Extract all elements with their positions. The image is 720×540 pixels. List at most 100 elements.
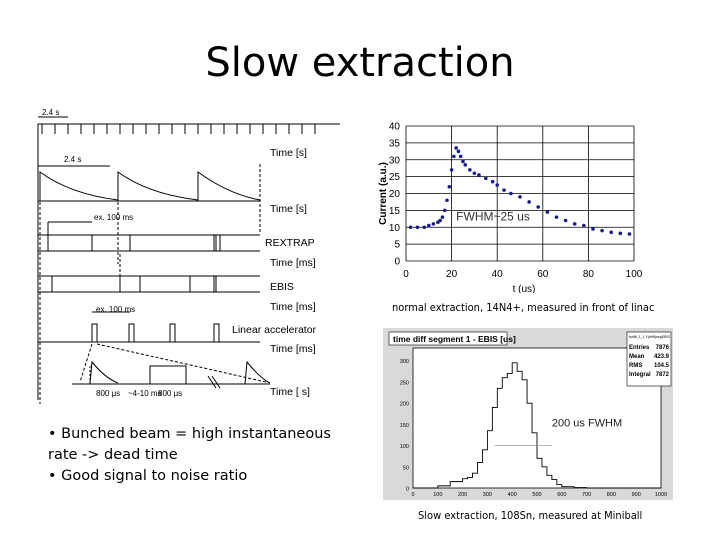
y-tick-label: 5 xyxy=(394,240,400,251)
data-point xyxy=(572,222,577,226)
row-label-7: Linear accelerator xyxy=(232,324,317,336)
data-point xyxy=(627,232,632,236)
ex-label-1: ex. 100 ms xyxy=(94,213,133,222)
stats-value: 104.5 xyxy=(654,363,670,369)
data-point xyxy=(415,225,420,230)
period-label-top: 2.4 s xyxy=(42,108,59,117)
data-point xyxy=(454,146,458,150)
x-tick-label: 300 xyxy=(483,492,492,498)
data-point xyxy=(545,210,550,214)
y-tick-label: 0 xyxy=(394,257,400,268)
row-label-3: REXTRAP xyxy=(265,237,315,249)
y-tick-label: 100 xyxy=(400,444,409,450)
x-tick-label: 400 xyxy=(508,492,517,498)
row-label-4: Time [ms] xyxy=(270,257,316,269)
bullet-item-1: • Bunched beam = high instantaneous rate… xyxy=(48,426,331,463)
caption-slow-extraction: Slow extraction, 108Sn, measured at Mini… xyxy=(418,509,643,522)
data-point xyxy=(495,183,499,187)
data-point xyxy=(477,173,481,177)
data-point xyxy=(490,179,495,184)
y-tick-label: 15 xyxy=(389,206,401,217)
data-point xyxy=(536,205,541,209)
slide-title: Slow extraction xyxy=(205,40,515,86)
data-point xyxy=(442,208,447,213)
x-tick-label: 100 xyxy=(433,492,442,498)
data-point xyxy=(463,163,468,167)
stats-value: 7872 xyxy=(656,372,670,378)
y-tick-label: 30 xyxy=(389,155,401,166)
y-tick-label: 40 xyxy=(389,122,401,133)
x-tick-label: 100 xyxy=(626,269,643,280)
x-tick-label: 1000 xyxy=(655,492,667,498)
y-axis-label: Current (a.u.) xyxy=(378,162,389,225)
x-tick-label: 700 xyxy=(582,492,591,498)
data-point xyxy=(518,195,522,199)
ex-label-2: ex. 100 ms xyxy=(96,305,135,314)
row-label-9: Time [ s] xyxy=(270,386,310,398)
timing-diagram: 2.4 s 2.4 s ex. 100 ms ex. 100 ms 800 µs… xyxy=(37,108,340,404)
y-tick-label: 150 xyxy=(400,423,409,429)
data-point xyxy=(452,154,456,159)
x-tick-label: 200 xyxy=(458,492,467,498)
data-point xyxy=(468,168,472,172)
data-point xyxy=(461,159,465,164)
stats-key: Entries xyxy=(629,345,650,351)
data-point xyxy=(445,198,449,203)
data-point xyxy=(563,218,568,223)
y-tick-label: 20 xyxy=(389,189,401,200)
chart-slow-extraction-histogram: time diff segment 1 - EBIS [us] 0 50 100 150… xyxy=(383,328,673,500)
y-tick-label: 0 xyxy=(406,487,409,493)
data-point xyxy=(582,223,586,228)
y-tick-label: 250 xyxy=(400,380,409,386)
data-point xyxy=(484,176,488,181)
stats-box xyxy=(626,331,672,387)
bottom-label-1: 800 µs xyxy=(96,389,120,398)
x-tick-label: 900 xyxy=(632,492,641,498)
stats-name: tsdiff_1_1 Y(tdiff)segEBIS xyxy=(629,335,671,339)
data-point xyxy=(618,231,623,236)
row-label-1: Time [s] xyxy=(270,147,307,159)
x-tick-label: 0 xyxy=(411,492,414,498)
fwhm-annotation: 200 us FWHM xyxy=(552,417,622,429)
bullet-item-2: • Good signal to noise ratio xyxy=(48,468,248,484)
y-tick-label: 300 xyxy=(400,359,409,365)
x-tick-label: 20 xyxy=(446,269,458,280)
data-point xyxy=(427,223,431,228)
x-tick-label: 60 xyxy=(537,269,549,280)
x-axis-label: t (us) xyxy=(513,284,536,293)
data-point xyxy=(527,200,531,204)
y-tick-label: 50 xyxy=(403,465,409,471)
row-label-2: Time [s] xyxy=(270,203,307,215)
x-tick-label: 80 xyxy=(583,269,595,280)
y-tick-label: 25 xyxy=(389,172,401,183)
data-point xyxy=(447,184,452,189)
data-point xyxy=(600,228,604,233)
data-point xyxy=(422,225,427,230)
data-point xyxy=(502,188,506,192)
row-label-6: Time [ms] xyxy=(270,301,316,313)
x-tick-label: 40 xyxy=(492,269,504,280)
data-point xyxy=(408,225,413,230)
stats-key: RMS xyxy=(629,363,642,369)
data-point xyxy=(438,218,442,223)
x-tick-label: 600 xyxy=(557,492,566,498)
row-label-8: Time [ms] xyxy=(270,343,316,355)
caption-normal-extraction: normal extraction, 14N4+, measured in fr… xyxy=(392,301,655,314)
plot-area xyxy=(412,347,662,489)
data-point xyxy=(472,171,477,176)
data-point xyxy=(449,168,454,172)
bottom-label-3: 800 µs xyxy=(158,389,182,398)
y-tick-label: 35 xyxy=(389,138,401,149)
histogram-title: time diff segment 1 - EBIS [us] xyxy=(393,334,516,344)
x-tick-label: 0 xyxy=(403,269,409,280)
y-tick-label: 200 xyxy=(400,402,409,408)
x-tick-label: 500 xyxy=(532,492,541,498)
stats-key: Integral xyxy=(629,372,651,378)
data-point xyxy=(609,230,613,235)
period-label-mid: 2.4 s xyxy=(64,155,81,164)
bottom-label-2: ~4-10 ms xyxy=(128,389,162,398)
y-tick-label: 10 xyxy=(389,223,401,234)
stats-value: 7876 xyxy=(656,345,670,351)
stats-key: Mean xyxy=(629,354,645,360)
data-point xyxy=(458,154,463,159)
